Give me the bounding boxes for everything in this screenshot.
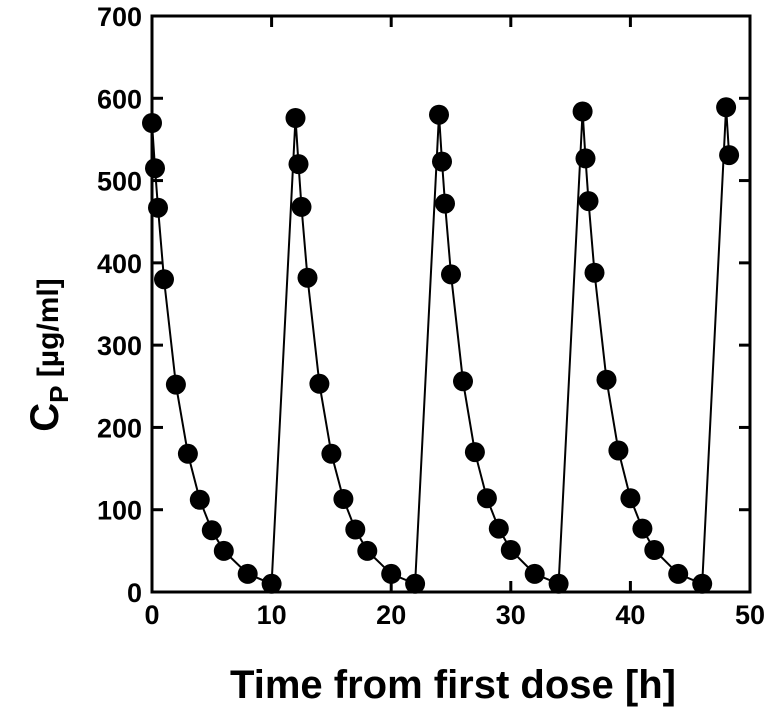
data-point	[237, 563, 258, 584]
data-point	[620, 488, 641, 509]
y-axis-title-sub: P	[44, 386, 74, 403]
data-point	[357, 540, 378, 561]
data-point	[285, 108, 306, 128]
data-point	[201, 520, 222, 541]
y-tick-label: 300	[97, 331, 142, 361]
y-tick-label: 0	[127, 578, 142, 608]
data-point	[405, 573, 426, 594]
data-point	[309, 373, 330, 394]
data-point	[297, 267, 318, 288]
y-axis-title: CP [µg/ml]	[23, 278, 74, 432]
data-point	[596, 369, 617, 390]
data-point	[288, 154, 309, 175]
data-point	[572, 101, 593, 122]
data-point	[261, 573, 282, 594]
data-point	[644, 540, 665, 560]
y-tick-label: 400	[97, 249, 142, 279]
data-point	[333, 489, 354, 509]
data-point	[464, 442, 485, 463]
y-tick-label: 600	[97, 84, 142, 114]
x-tick-label: 40	[615, 600, 645, 630]
y-tick-label: 500	[97, 167, 142, 197]
data-point	[716, 97, 737, 118]
data-point	[476, 488, 497, 509]
data-point	[154, 269, 174, 290]
data-point	[429, 104, 449, 125]
data-point	[453, 371, 473, 392]
data-point	[578, 191, 599, 212]
x-axis-title: Time from first dose [h]	[230, 663, 676, 707]
y-tick-label: 100	[97, 496, 142, 526]
y-axis-title-rest: [µg/ml]	[32, 278, 65, 385]
data-point	[177, 443, 198, 464]
data-point	[165, 374, 186, 395]
data-point	[548, 573, 569, 594]
data-point	[291, 196, 312, 217]
data-point	[381, 563, 402, 584]
data-point	[632, 518, 653, 539]
x-tick-label: 10	[257, 600, 287, 630]
data-point	[488, 518, 509, 539]
data-point	[148, 197, 168, 218]
series-line	[151, 107, 731, 586]
data-point	[345, 519, 366, 540]
y-tick-label: 700	[97, 2, 142, 32]
data-point	[435, 193, 455, 214]
series-cp	[142, 97, 740, 594]
data-point	[145, 158, 165, 179]
x-tick-label: 0	[144, 600, 159, 630]
data-point	[584, 262, 605, 283]
data-point	[500, 540, 521, 560]
axis-labels: Time from first dose [h] CP [µg/ml]	[23, 278, 676, 707]
y-axis-title-main: C	[23, 403, 67, 432]
data-point	[524, 563, 545, 584]
x-tick-label: 50	[735, 600, 765, 630]
data-point	[321, 443, 342, 464]
x-tick-label: 30	[496, 600, 526, 630]
data-point	[575, 148, 596, 169]
data-point	[668, 563, 689, 584]
data-point	[142, 113, 162, 133]
data-point	[189, 489, 210, 510]
data-point	[432, 151, 452, 172]
data-point	[608, 440, 629, 461]
data-point	[213, 540, 234, 561]
y-tick-label: 200	[97, 413, 142, 443]
x-tick-label: 20	[376, 600, 406, 630]
plot-frame	[150, 14, 752, 594]
data-point	[441, 264, 461, 285]
data-point	[692, 573, 713, 594]
data-point	[719, 145, 740, 166]
